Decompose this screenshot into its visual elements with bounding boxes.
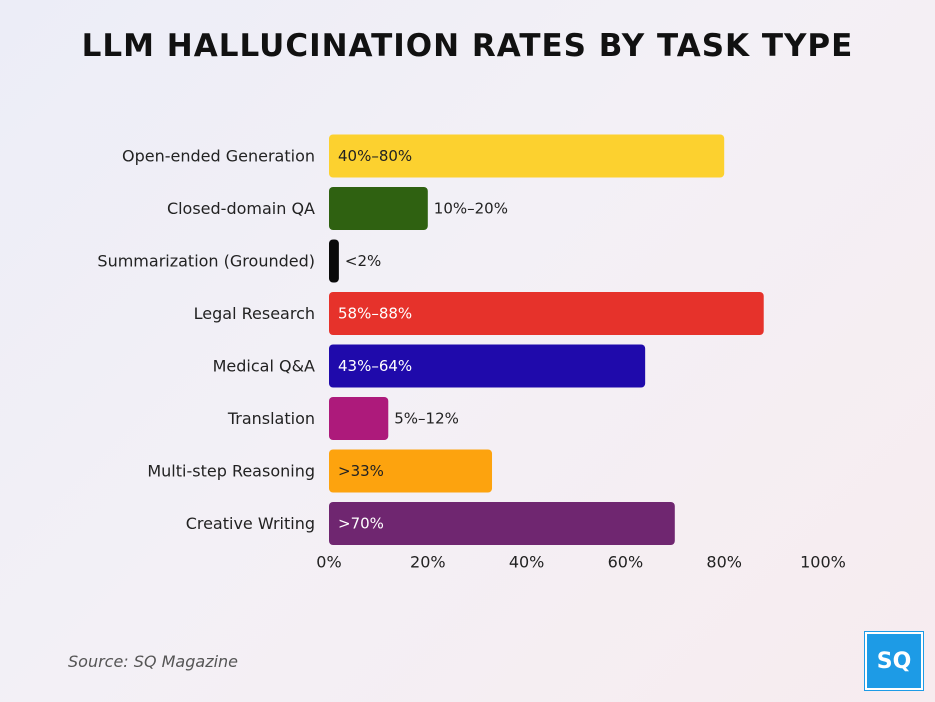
data-label: 5%–12% [394, 410, 459, 428]
data-label: 58%–88% [338, 305, 412, 323]
bar [329, 449, 493, 493]
x-tick-label: 20% [410, 553, 446, 572]
data-label: <2% [345, 252, 381, 270]
category-label: Legal Research [194, 304, 315, 323]
data-label: >70% [338, 515, 384, 533]
data-label: 43%–64% [338, 357, 412, 375]
category-label: Medical Q&A [213, 357, 315, 376]
bar [329, 239, 339, 283]
category-label: Closed-domain QA [167, 199, 315, 218]
bar [329, 397, 389, 440]
x-tick-label: 80% [706, 553, 742, 572]
category-label: Multi-step Reasoning [147, 462, 315, 481]
bar [329, 502, 675, 545]
x-tick-label: 60% [608, 553, 644, 572]
data-label: >33% [338, 462, 384, 480]
data-label: 10%–20% [434, 200, 508, 218]
source-note: Source: SQ Magazine [68, 652, 239, 671]
category-label: Summarization (Grounded) [97, 252, 315, 271]
data-label: 40%–80% [338, 147, 412, 165]
x-tick-label: 100% [800, 553, 846, 572]
bar [329, 134, 725, 178]
bar [329, 187, 428, 230]
bar [329, 292, 764, 335]
chart-title: LLM HALLUCINATION RATES BY TASK TYPE [81, 28, 854, 64]
category-label: Open-ended Generation [122, 147, 315, 166]
x-tick-label: 40% [509, 553, 545, 572]
x-tick-label: 0% [316, 553, 341, 572]
category-label: Creative Writing [186, 514, 315, 533]
sq-logo: SQ [864, 631, 924, 691]
category-label: Translation [227, 409, 315, 428]
bar [329, 344, 646, 388]
